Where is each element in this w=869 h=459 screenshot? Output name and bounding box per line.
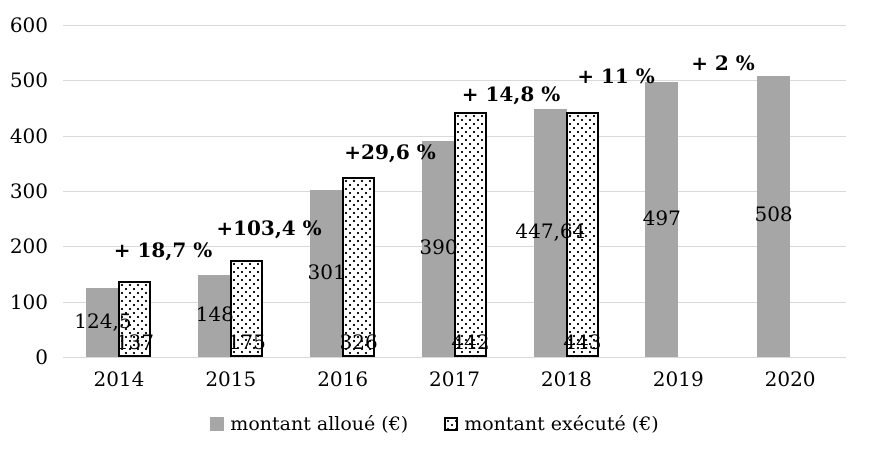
y-axis-tick-label: 500 xyxy=(9,68,48,93)
bar-montant-alloue: 301 xyxy=(307,190,346,357)
bar-value-label: 175 xyxy=(227,330,266,354)
bar-montant-execute: 443 xyxy=(563,111,602,357)
bar-montant-alloue: 124,5 xyxy=(74,288,132,357)
y-axis-tick-label: 300 xyxy=(9,179,48,203)
bar-value-label: 148 xyxy=(195,302,234,327)
bar-pair: 508 xyxy=(754,25,823,357)
bar-value-label: 124,5 xyxy=(74,308,132,333)
x-axis-tick-label: 2015 xyxy=(205,367,257,391)
bar-value-label: 497 xyxy=(642,205,681,230)
gridline xyxy=(63,357,846,358)
bar-montant-execute: 326 xyxy=(339,176,378,357)
bar-montant-execute: 175 xyxy=(227,260,266,357)
legend-label: montant alloué (€) xyxy=(230,413,409,435)
bar-pair: 497 xyxy=(642,25,711,357)
growth-annotation: + 11 % xyxy=(577,64,655,88)
legend-swatch xyxy=(444,417,459,431)
bar-pair: 301 326 xyxy=(307,25,378,357)
growth-annotation: + 18,7 % xyxy=(113,238,213,262)
x-axis-tick-label: 2020 xyxy=(764,367,816,391)
bar-montant-alloue: 447,64 xyxy=(515,109,585,357)
bar-value-label: 137 xyxy=(115,330,155,354)
bar-pair: 124,5 137 xyxy=(74,25,155,357)
y-axis-tick-label: 100 xyxy=(9,289,48,314)
y-axis-tick-label: 200 xyxy=(9,234,48,259)
growth-annotation: +103,4 % xyxy=(216,216,322,240)
growth-annotation: + 2 % xyxy=(691,51,755,75)
growth-annotation: +29,6 % xyxy=(344,140,436,164)
x-axis: 2014 2015 2016 2017 2018 2019 2020 xyxy=(63,366,846,392)
bar-montant-alloue: 148 xyxy=(195,275,234,357)
growth-annotation: + 14,8 % xyxy=(461,82,561,106)
category-slot: 148 175 xyxy=(175,25,287,357)
gridline xyxy=(63,80,846,82)
bar-value-label: 443 xyxy=(563,330,602,354)
category-slot: 301 326 xyxy=(287,25,399,357)
bar-value-label: 442 xyxy=(451,330,490,354)
category-slot: 508 xyxy=(734,25,846,357)
legend-label: montant exécuté (€) xyxy=(464,413,659,435)
bar-montant-alloue: 497 xyxy=(642,82,681,357)
category-slot: 390 442 xyxy=(399,25,511,357)
x-axis-tick-label: 2014 xyxy=(93,367,145,391)
bar-montant-alloue: 390 xyxy=(419,141,458,357)
bar-value-label: 390 xyxy=(419,235,458,260)
category-slot: 447,64 443 xyxy=(510,25,622,357)
bar-value-label: 326 xyxy=(339,330,378,354)
bar-montant-execute: 137 xyxy=(115,281,155,357)
y-axis-tick-label: 0 xyxy=(35,345,48,369)
y-axis: 0 100 200 300 400 500 600 xyxy=(0,0,48,459)
category-slot: 497 xyxy=(622,25,734,357)
y-axis-tick-label: 600 xyxy=(9,13,48,37)
bar-montant-alloue: 508 xyxy=(754,75,793,357)
x-axis-tick-label: 2016 xyxy=(317,367,369,391)
bar-montant-execute: 442 xyxy=(451,112,490,357)
bar-pair: 447,64 443 xyxy=(515,25,602,357)
bar-value-label: 301 xyxy=(307,259,346,284)
bar-value-label: 508 xyxy=(754,202,793,227)
gridline xyxy=(63,25,846,26)
bars-layer: 124,5 137 148 175 301 326 390 442 447,64 443 497 50… xyxy=(63,25,846,357)
x-axis-tick-label: 2019 xyxy=(652,367,704,391)
bar-value-label: 447,64 xyxy=(515,219,586,244)
bar-pair: 390 442 xyxy=(419,25,490,357)
legend-swatch xyxy=(210,417,225,431)
y-axis-tick-label: 400 xyxy=(9,123,48,148)
x-axis-tick-label: 2018 xyxy=(540,367,592,391)
x-axis-tick-label: 2017 xyxy=(429,367,480,391)
plot-area: 124,5 137 148 175 301 326 390 442 447,64 443 497 50… xyxy=(63,25,846,358)
category-slot: 124,5 137 xyxy=(63,25,175,357)
bar-pair: 148 175 xyxy=(195,25,266,357)
legend-item-alloue: montant alloué (€) xyxy=(210,413,408,435)
legend-item-execute: montant exécuté (€) xyxy=(444,413,659,435)
legend: montant alloué (€) montant exécuté (€) xyxy=(0,413,869,435)
